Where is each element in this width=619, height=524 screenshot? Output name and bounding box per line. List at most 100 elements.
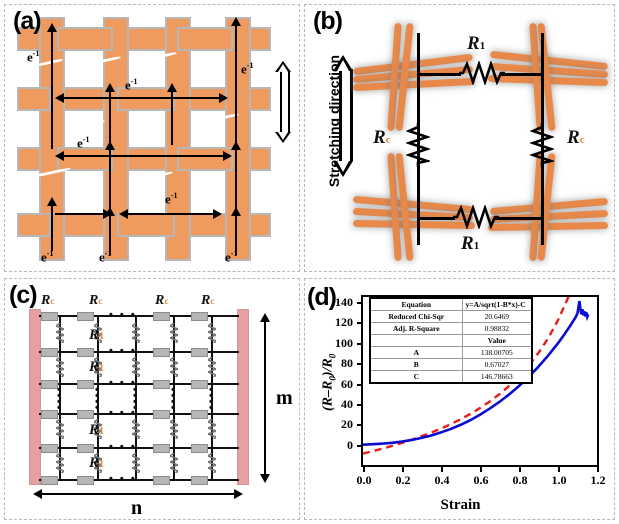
resistor-r1-coil [132,323,140,343]
weave-overlap [19,215,49,235]
ellipsis-h: • • • [109,309,137,321]
electron-label: e-1 [41,249,54,265]
resistor-r1-coil [208,357,216,377]
fit-curve [363,297,570,455]
y-tick-mark [357,383,362,386]
resistor-r1-coil [94,357,102,377]
stretch-double-arrow [333,55,353,177]
stretching-direction-group: Stretching direction [311,41,377,241]
panel-a: (a) [4,4,300,272]
panel-d-label: (d) [307,283,337,311]
x-tick-mark [597,467,599,472]
table-row: Value [369,334,533,347]
resistor-rc-box [191,312,208,321]
electron-arrow-v [51,205,53,251]
resistor-rc-box [153,444,170,453]
measured-curve [363,300,590,446]
fit-key-b: B [369,358,463,371]
x-tick-mark [558,467,560,472]
weave-overlap [179,149,231,169]
arrowhead-up [105,83,115,92]
y-tick-label: 100 [335,335,353,350]
electron-arrow-v [109,215,111,255]
resistor-rc-box [153,380,170,389]
fit-key-a: A [369,346,463,359]
y-tick-mark [357,444,362,447]
ellipsis-v: • • • • [209,384,215,414]
x-tick-label: 0.6 [473,473,489,487]
network-col [97,315,99,480]
electron-label: e-1 [77,135,90,151]
y-tick-mark [357,322,362,325]
y-tick-mark [357,403,362,406]
arrowhead-up [231,17,241,26]
arrowhead-left [55,93,64,103]
resistor-rc-box [77,348,94,357]
arrowhead-left [55,151,64,161]
chart-y-axis-label: (R–R0)/R0 [320,353,338,412]
y-tick-label: 60 [341,376,353,391]
electron-arrow-v [109,91,111,149]
label-r1-2: R1 [89,359,105,375]
resistor-rc-box [153,476,170,485]
resistor-r1-coil [56,419,64,439]
electrode-right [237,309,249,485]
y-tick-label: 80 [341,356,353,371]
network-row [39,447,239,449]
y-tick-label: 20 [341,417,353,432]
dimension-n-label: n [131,497,143,519]
resistor-rc-box [191,410,208,419]
resistor-r1-top-icon [459,61,505,85]
resistor-rc-box [191,444,208,453]
network-col [59,315,61,480]
resistor-r1-coil [170,419,178,439]
panel-d: (d) 0 20 40 60 80 100 120 140 0.0 0.2 0.4 0.6 0.8 1.… [304,278,615,520]
network-col [135,315,137,480]
label-rc-4: Rc [201,293,215,308]
electron-label: e-1 [27,49,40,65]
fit-key-equation: Equation [369,297,463,311]
table-row: Adj. R-Square 0.98832 [369,322,533,335]
label-r1-1: R1 [89,327,105,343]
crack-mark [80,119,106,128]
weave-overlap [119,215,173,235]
resistor-r1-coil [56,323,64,343]
weave-overlap [59,29,111,49]
resistor-rc-box [77,380,94,389]
table-row: Reduced Chi-Sqr 20.6469 [369,310,533,323]
panel-b-label: (b) [313,7,343,35]
table-row: C 146.78663 [369,370,533,384]
resistor-rc-box [153,348,170,357]
fit-val-header: Value [461,334,533,347]
fit-val-chisqr: 20.6469 [461,310,533,323]
x-tick-mark [363,467,365,472]
circuit-wire-top [501,73,543,76]
arrowhead-right [223,151,232,161]
resistor-r1-coil [132,453,140,473]
label-rc-1: Rc [41,293,55,308]
electron-arrow-h [127,213,217,215]
resistor-rc-box [191,476,208,485]
resistor-rc-box [191,380,208,389]
network-row [39,413,239,415]
network-col [173,315,175,480]
resistor-rc-box [41,312,58,321]
electron-label: e-1 [241,61,254,77]
arrowhead-up [231,207,241,216]
ellipsis-h: • • • [109,407,137,419]
ellipsis-h: • • • [109,345,137,357]
electron-label: e-1 [225,249,238,265]
x-tick-mark [480,467,482,472]
x-tick-mark [441,467,443,472]
arrowhead-right [213,209,222,219]
ellipsis-v: • • • • [171,384,177,414]
electron-label: e-1 [165,191,178,207]
ellipsis-v: • • • • [133,384,139,414]
x-tick-mark [519,467,521,472]
arrowhead-up [47,197,57,206]
electron-arrow-v [235,215,237,255]
network-row [39,315,239,317]
electron-arrow-h [63,97,223,99]
weave-overlap [59,149,111,169]
